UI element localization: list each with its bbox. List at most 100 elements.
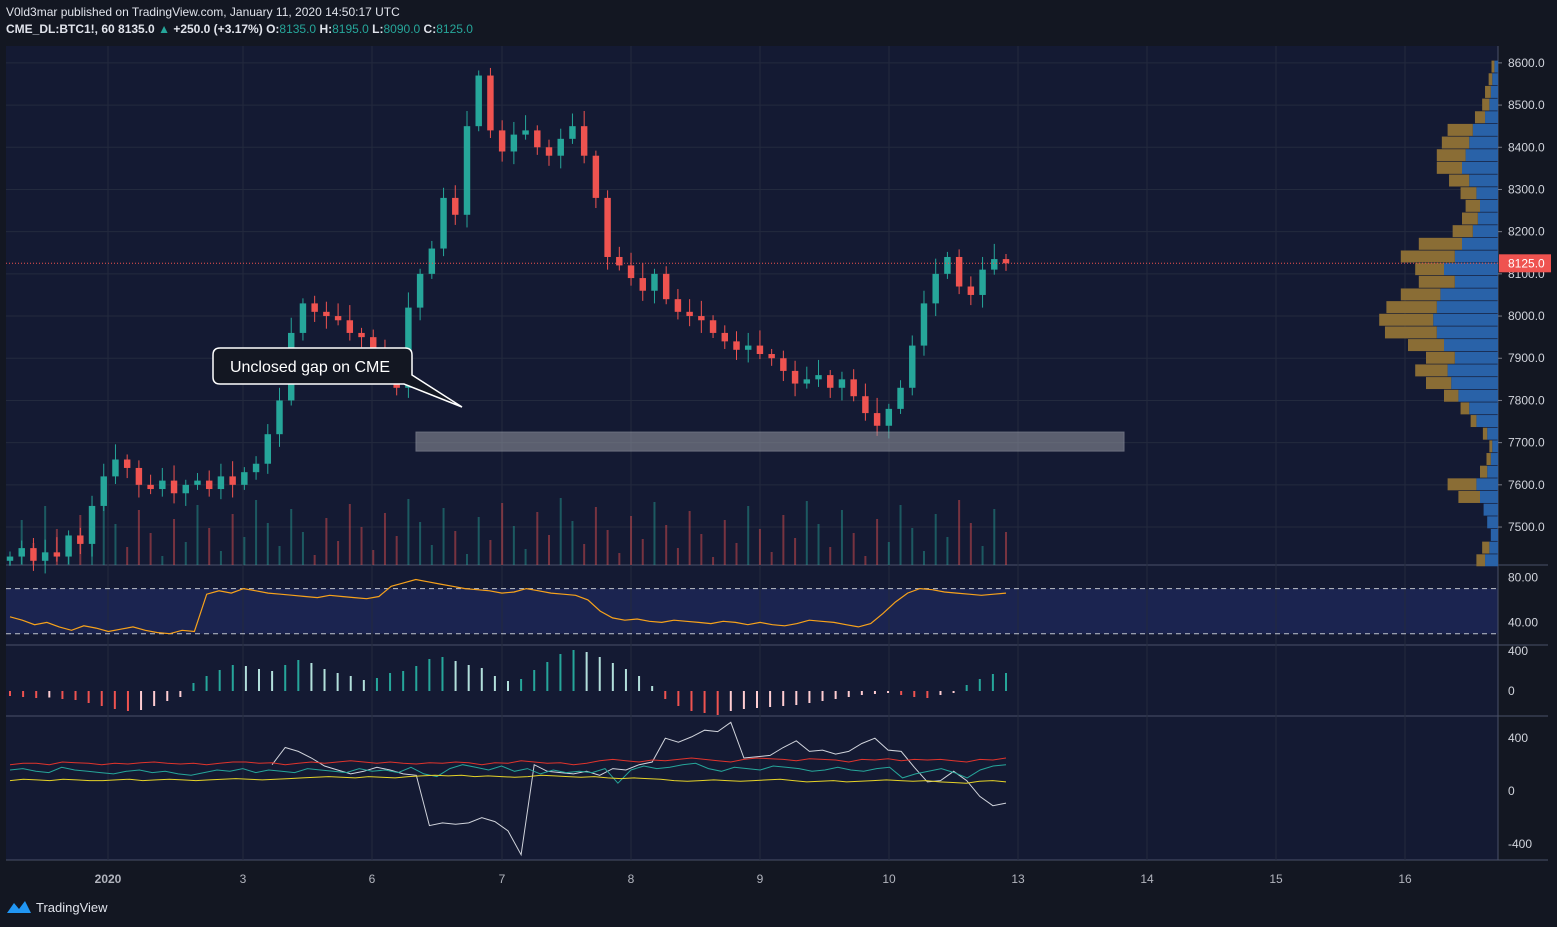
candle-body — [30, 548, 37, 561]
candle-body — [205, 480, 213, 490]
volume-bar — [419, 522, 422, 565]
volume-bar — [44, 506, 47, 565]
macd-bar — [140, 691, 143, 710]
candle-body — [756, 345, 764, 355]
profile-bar-down — [1462, 212, 1478, 225]
profile-bar-up — [1451, 377, 1498, 390]
candle-body — [967, 286, 975, 295]
candle-body — [428, 248, 436, 274]
candle-body — [932, 273, 939, 304]
tradingview-logo-icon — [7, 901, 31, 913]
candle-body — [323, 311, 330, 317]
profile-bar-down — [1426, 377, 1452, 390]
volume-bar — [665, 525, 668, 565]
x-tick-label: 6 — [369, 872, 376, 886]
macd-bar — [887, 691, 890, 693]
candle-body — [780, 358, 787, 371]
last-price-tag — [1499, 254, 1551, 273]
high-value: 8195.0 — [332, 22, 369, 36]
profile-bar-down — [1386, 301, 1437, 314]
volume-bar — [641, 539, 644, 565]
symbol[interactable]: CME_DL:BTC1!, 60 — [6, 22, 115, 36]
volume-bar — [899, 505, 902, 565]
profile-bar-up — [1436, 301, 1498, 314]
y-tick-label: 7900.0 — [1508, 351, 1545, 365]
candle-body — [370, 337, 377, 350]
volume-bar — [829, 547, 832, 565]
macd-tick-label: 0 — [1508, 684, 1515, 698]
macd-bar — [113, 691, 116, 709]
macd-bar — [873, 691, 876, 694]
macd-bar — [756, 691, 758, 708]
macd-bar — [585, 652, 588, 691]
macd-bar — [441, 657, 444, 691]
candle-body — [662, 273, 670, 300]
volume-bar — [536, 512, 539, 565]
macd-bar — [480, 668, 483, 691]
volume-bar — [934, 514, 937, 565]
profile-bar-up — [1489, 541, 1498, 554]
volume-bar — [969, 523, 972, 565]
profile-bar-down — [1452, 225, 1473, 238]
volume-bar — [876, 519, 879, 565]
macd-bar — [310, 663, 313, 691]
macd-bar — [87, 691, 90, 703]
volume-bar — [243, 537, 246, 565]
volume-bar — [770, 552, 773, 565]
volume-bar — [594, 507, 597, 565]
volume-bar — [700, 534, 703, 565]
profile-bar-down — [1476, 554, 1486, 567]
profile-bar-down — [1470, 415, 1477, 428]
gap-zone — [415, 431, 1125, 452]
high-label: H: — [319, 22, 333, 36]
macd-bar — [271, 671, 274, 691]
macd-bar — [690, 691, 693, 711]
candle-body — [135, 467, 143, 485]
macd-bar — [22, 691, 25, 697]
profile-bar-up — [1487, 465, 1498, 478]
candle-body — [979, 269, 986, 295]
macd-bar — [638, 676, 641, 691]
macd-bar — [100, 691, 103, 706]
volume-bar — [571, 521, 574, 565]
annotation-callout[interactable]: Unclosed gap on CME — [212, 347, 463, 408]
candle-body — [241, 472, 248, 485]
volume-bar — [395, 536, 398, 565]
x-tick-label: 7 — [499, 872, 506, 886]
candle-body — [65, 535, 72, 557]
osc-tick-label: 400 — [1508, 731, 1528, 745]
candle-body — [498, 130, 506, 152]
profile-bar-down — [1485, 85, 1491, 98]
macd-bar — [493, 676, 496, 691]
macd-bar — [991, 674, 994, 691]
x-tick-label: 2020 — [95, 872, 122, 886]
footer-brand[interactable]: TradingView — [36, 899, 108, 915]
volume-bar — [348, 504, 351, 565]
y-tick-label: 7800.0 — [1508, 393, 1545, 407]
volume-bar — [583, 544, 586, 565]
volume-bar — [301, 532, 304, 565]
volume-bar — [102, 501, 105, 565]
annotation-text: Unclosed gap on CME — [230, 359, 390, 376]
profile-bar-down — [1488, 73, 1493, 86]
profile-bar-up — [1433, 313, 1498, 326]
profile-bar-up — [1476, 415, 1498, 428]
macd-bar — [428, 659, 431, 691]
profile-bar-up — [1476, 187, 1498, 200]
profile-bar-up — [1436, 326, 1498, 339]
candle-body — [170, 480, 178, 494]
chart-header: V0ld3mar published on TradingView.com, J… — [6, 4, 473, 38]
candle-body — [18, 548, 25, 557]
profile-bar-up — [1490, 85, 1498, 98]
volume-bar — [946, 537, 949, 565]
candle-body — [534, 130, 541, 148]
profile-bar-up — [1447, 364, 1498, 377]
candle-body — [123, 459, 131, 468]
candle-body — [686, 311, 693, 317]
profile-bar-up — [1485, 111, 1498, 124]
volume-bar — [712, 557, 715, 565]
macd-bar — [716, 691, 719, 715]
volume-bar — [852, 533, 855, 565]
volume-bar — [1005, 532, 1007, 565]
